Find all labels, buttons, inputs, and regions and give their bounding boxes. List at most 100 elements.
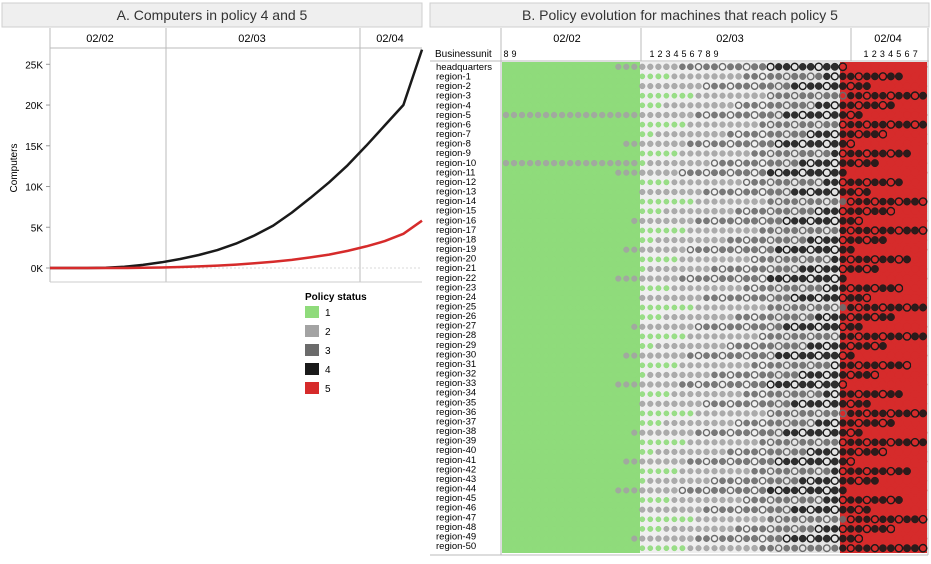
dot-mark — [511, 468, 517, 475]
dot-mark — [567, 449, 574, 455]
dot-mark — [791, 515, 799, 523]
dot-mark — [647, 285, 654, 292]
dot-mark — [791, 72, 799, 80]
dot-mark — [639, 102, 646, 109]
dot-mark — [814, 380, 824, 389]
dot-mark — [559, 150, 565, 157]
dot-mark — [567, 333, 574, 340]
dot-mark — [846, 255, 855, 264]
dot-mark — [647, 131, 654, 138]
dot-mark — [743, 429, 751, 437]
dot-mark — [775, 361, 783, 369]
dot-mark — [862, 534, 871, 543]
row-label: region-18 — [436, 234, 476, 245]
dot-mark — [511, 179, 517, 186]
dot-mark — [791, 371, 799, 379]
dot-mark — [726, 139, 735, 148]
dot-mark — [919, 303, 927, 312]
dot-mark — [751, 544, 758, 552]
dot-mark — [759, 525, 767, 533]
dot-mark — [671, 246, 678, 253]
dot-mark — [607, 275, 614, 282]
dot-mark — [854, 371, 863, 379]
dot-mark — [767, 342, 775, 350]
dot-mark — [623, 179, 630, 186]
dot-mark — [559, 323, 565, 330]
dot-mark — [735, 63, 743, 71]
dot-mark — [743, 140, 751, 148]
dot-mark — [599, 246, 606, 253]
dot-mark — [750, 370, 759, 379]
dot-mark — [846, 245, 855, 254]
row-label: region-12 — [436, 177, 476, 188]
dot-mark — [847, 409, 855, 418]
dot-mark — [535, 420, 541, 426]
dot-mark — [854, 380, 863, 389]
dot-mark — [695, 73, 702, 80]
dot-mark — [719, 217, 726, 225]
dot-mark — [695, 458, 702, 465]
dot-mark — [886, 236, 895, 245]
dot-mark — [830, 294, 839, 302]
dot-mark — [639, 468, 646, 475]
dot-mark — [711, 111, 718, 119]
dot-mark — [719, 111, 726, 119]
dot-mark — [551, 285, 557, 292]
dot-mark — [679, 82, 686, 90]
dot-mark — [862, 322, 871, 331]
dot-mark — [894, 139, 904, 148]
dot-mark — [535, 391, 541, 397]
dot-mark — [623, 217, 630, 224]
dot-mark — [710, 274, 719, 283]
dot-mark — [623, 275, 630, 282]
dot-mark — [559, 477, 565, 484]
dot-mark — [743, 227, 750, 234]
dot-mark — [894, 178, 903, 187]
dot-mark — [631, 294, 638, 301]
dot-mark — [679, 208, 686, 215]
dot-mark — [743, 467, 750, 475]
dot-mark — [567, 179, 574, 186]
dot-mark — [503, 545, 509, 552]
dot-mark — [543, 63, 549, 70]
dot-mark — [542, 111, 550, 119]
dot-mark — [759, 207, 767, 215]
dot-mark — [814, 168, 823, 177]
series-lines — [50, 49, 424, 270]
dot-mark — [583, 275, 590, 282]
dot-mark — [575, 295, 582, 301]
dot-mark — [679, 496, 686, 504]
dot-mark — [830, 158, 839, 168]
dot-mark — [727, 236, 734, 244]
dot-mark — [902, 159, 912, 168]
dot-mark — [694, 323, 703, 331]
dot-mark — [615, 391, 622, 397]
dot-mark — [551, 304, 557, 311]
dot-mark — [655, 92, 662, 99]
dot-mark — [886, 437, 896, 447]
dot-mark — [775, 380, 783, 389]
dot-mark — [711, 352, 718, 359]
dot-mark — [647, 63, 654, 70]
dot-mark — [879, 438, 887, 447]
dot-mark — [902, 331, 912, 341]
dot-mark — [743, 342, 750, 350]
dot-mark — [671, 256, 678, 263]
dot-mark — [847, 390, 855, 398]
dot-mark — [743, 535, 751, 543]
dot-mark — [726, 371, 735, 379]
dot-mark — [886, 313, 895, 322]
dot-mark — [623, 111, 630, 119]
dot-mark — [639, 314, 646, 320]
dot-mark — [814, 111, 823, 119]
dot-mark — [871, 496, 879, 504]
dot-mark — [607, 410, 614, 417]
dot-mark — [567, 458, 574, 465]
dot-mark — [742, 380, 751, 389]
dot-mark — [511, 400, 517, 407]
dot-mark — [846, 284, 855, 293]
dot-mark — [814, 245, 823, 254]
dot-mark — [703, 150, 710, 157]
sub-tick-label: 9 — [511, 49, 516, 59]
dot-mark — [575, 266, 582, 272]
